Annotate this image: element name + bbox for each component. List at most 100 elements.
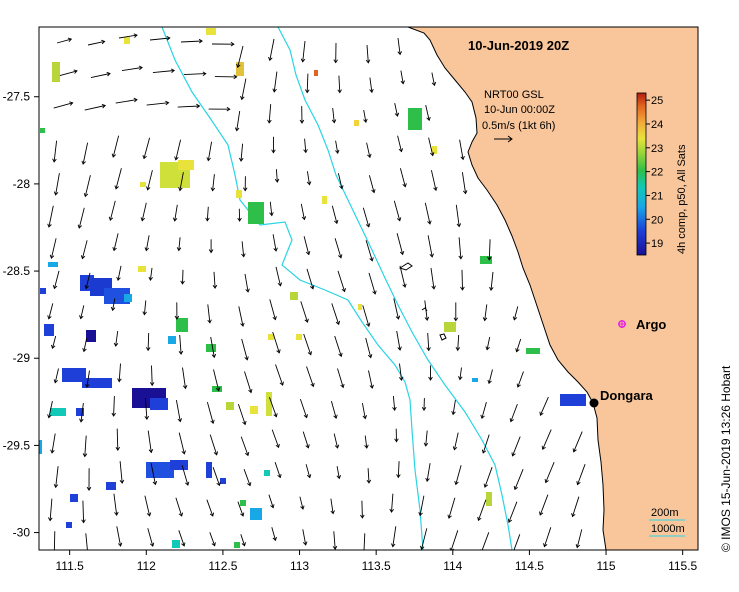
current-arrow: [455, 204, 460, 227]
current-arrow-head: [482, 317, 488, 322]
current-arrow: [397, 37, 401, 55]
current-arrow: [268, 396, 277, 417]
current-arrow: [333, 531, 336, 550]
current-arrow-head: [69, 101, 74, 106]
current-arrow: [368, 370, 373, 389]
current-arrow: [337, 173, 343, 189]
current-arrow: [83, 337, 88, 352]
current-arrow: [237, 45, 244, 68]
current-arrow: [330, 498, 334, 514]
current-arrow: [484, 304, 488, 321]
current-arrow-head: [365, 59, 371, 64]
current-arrow: [179, 172, 184, 191]
current-arrow-head: [273, 413, 278, 418]
current-arrow-head: [241, 542, 246, 547]
current-arrow: [482, 434, 490, 454]
y-tick-label: -28: [13, 177, 31, 191]
current-arrow-head: [303, 414, 308, 419]
current-arrow: [368, 175, 375, 193]
current-arrow-head: [240, 95, 245, 101]
current-arrow: [337, 368, 344, 388]
current-arrow: [424, 202, 431, 224]
current-arrow-head: [307, 351, 313, 356]
current-arrow: [334, 238, 342, 258]
colorbar-tick-label: 22: [651, 167, 663, 179]
current-arrow: [149, 267, 153, 281]
current-arrow: [512, 436, 521, 457]
current-arrow: [425, 430, 428, 446]
current-arrow-head: [425, 477, 430, 483]
colorbar-tick-label: 20: [651, 214, 663, 226]
current-arrow: [334, 335, 342, 357]
current-arrow-head: [433, 186, 438, 192]
current-arrow: [516, 338, 522, 352]
current-arrow: [299, 398, 308, 418]
current-arrow: [397, 461, 400, 478]
legend-line-3: 0.5m/s (1kt 6h): [482, 120, 555, 132]
current-arrow-head: [165, 100, 170, 106]
y-tick-label: -27.5: [3, 90, 31, 104]
current-arrow-head: [458, 255, 463, 260]
argo-label: Argo: [636, 317, 666, 332]
current-arrow-head: [52, 158, 57, 163]
current-arrow-head: [119, 479, 125, 484]
current-arrow-head: [512, 316, 518, 321]
current-arrow-head: [301, 216, 307, 221]
map-title: 10-Jun-2019 20Z: [468, 38, 569, 53]
current-arrow: [174, 204, 178, 221]
current-arrow: [337, 270, 346, 292]
current-arrow: [394, 103, 398, 117]
current-arrow-head: [170, 68, 176, 73]
current-arrow-head: [111, 412, 116, 417]
current-arrow-head: [331, 119, 337, 124]
dongara-label: Dongara: [600, 388, 654, 403]
current-arrow: [49, 498, 53, 521]
current-arrow-head: [424, 316, 430, 322]
x-tick-label: 115.5: [668, 559, 697, 573]
current-arrow-head: [302, 541, 308, 546]
current-arrow: [304, 138, 307, 153]
current-arrow-head: [335, 149, 340, 154]
credit-text: © IMOS 15-Jun-2019 13:26 Hobart: [719, 365, 733, 552]
current-arrow: [152, 70, 175, 74]
current-arrow-head: [215, 387, 221, 392]
current-arrow-head: [267, 119, 272, 124]
current-arrow-head: [275, 443, 280, 449]
current-arrow: [542, 429, 552, 450]
current-arrow: [80, 305, 85, 319]
current-arrow-head: [182, 385, 188, 390]
current-arrow: [461, 269, 463, 290]
current-arrow-head: [133, 33, 138, 38]
current-arrow: [178, 432, 185, 454]
current-arrow: [573, 431, 583, 452]
current-arrow-head: [211, 353, 217, 359]
current-arrow-head: [394, 438, 399, 443]
current-arrow: [302, 529, 307, 545]
current-arrow: [513, 306, 519, 320]
current-arrow: [455, 465, 462, 485]
current-arrow: [207, 304, 211, 323]
current-arrow: [90, 73, 111, 79]
colorbar-tick-label: 19: [651, 238, 663, 250]
current-arrow: [477, 499, 487, 521]
current-arrow-head: [240, 322, 245, 327]
current-arrow-head: [272, 88, 277, 93]
current-arrow: [300, 203, 305, 220]
current-arrow-head: [426, 116, 431, 122]
current-arrow: [244, 371, 252, 393]
current-arrow: [361, 403, 366, 419]
current-arrow-head: [84, 285, 89, 290]
current-arrow: [147, 528, 154, 547]
current-arrow-head: [509, 418, 514, 423]
current-arrow-head: [390, 543, 396, 548]
current-arrow: [362, 305, 370, 327]
current-arrow: [121, 67, 143, 72]
current-arrow: [119, 461, 123, 484]
current-arrow: [393, 298, 399, 320]
current-arrow-head: [116, 276, 121, 282]
land-mass: [407, 27, 698, 550]
current-arrow-head: [106, 71, 111, 77]
current-arrow: [576, 529, 583, 548]
current-arrow: [182, 367, 186, 389]
